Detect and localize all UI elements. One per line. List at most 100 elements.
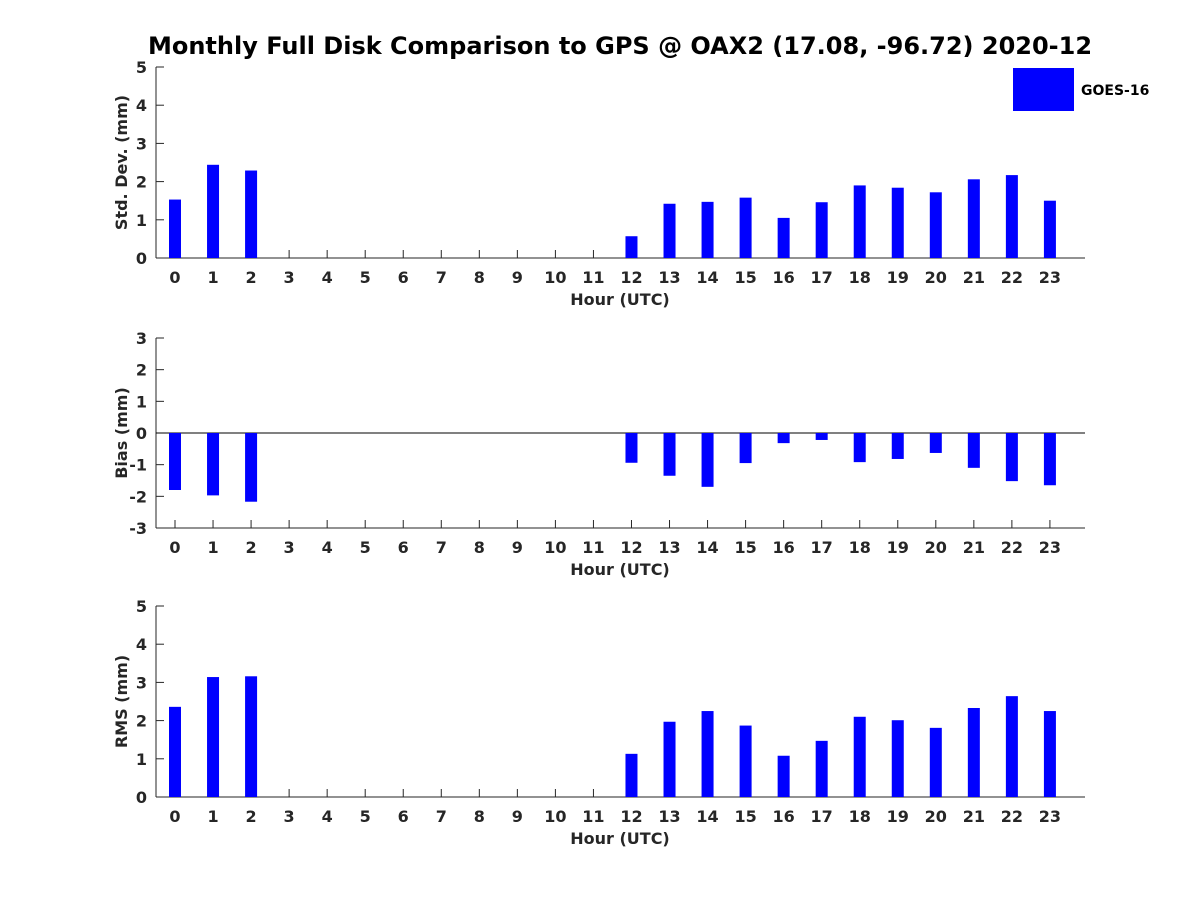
bar-hour-17 [815, 433, 828, 440]
x-tick-label: 22 [1001, 807, 1023, 826]
x-tick-label: 6 [398, 538, 409, 557]
y-tick-label: 0 [136, 788, 147, 807]
x-tick-label: 19 [887, 268, 909, 287]
bar-hour-23 [1043, 433, 1056, 486]
x-tick-label: 2 [246, 538, 257, 557]
bar-hour-2 [245, 433, 258, 502]
x-tick-label: 5 [360, 268, 371, 287]
bar-hour-14 [701, 433, 714, 487]
y-tick-label: 5 [136, 597, 147, 616]
y-tick-label: 3 [136, 329, 147, 348]
x-tick-label: 16 [773, 538, 795, 557]
bar-hour-0 [169, 706, 181, 797]
bar-hour-13 [663, 721, 676, 797]
bar-hour-19 [891, 720, 904, 797]
y-tick-label: 3 [136, 134, 147, 153]
x-tick-label: 12 [620, 538, 642, 557]
x-tick-label: 21 [963, 268, 985, 287]
x-tick-label: 7 [436, 538, 447, 557]
x-tick-label: 3 [284, 538, 295, 557]
x-tick-label: 11 [582, 807, 604, 826]
bar-hour-21 [967, 433, 980, 468]
x-tick-label: 9 [512, 268, 523, 287]
legend-swatch [1013, 68, 1074, 111]
x-tick-label: 0 [169, 807, 180, 826]
x-tick-label: 12 [620, 268, 642, 287]
bar-hour-23 [1043, 200, 1056, 258]
x-tick-label: 10 [544, 268, 566, 287]
x-tick-label: 14 [696, 268, 718, 287]
x-axis-label: Hour (UTC) [570, 560, 670, 579]
x-tick-label: 9 [512, 538, 523, 557]
bar-hour-22 [1005, 433, 1018, 482]
y-tick-label: 4 [136, 96, 147, 115]
y-tick-label: -2 [129, 487, 147, 506]
x-tick-label: 8 [474, 538, 485, 557]
x-tick-label: 22 [1001, 538, 1023, 557]
x-tick-label: 3 [284, 268, 295, 287]
x-tick-label: 14 [696, 538, 718, 557]
bar-hour-13 [663, 203, 676, 258]
bar-hour-21 [967, 179, 980, 258]
x-tick-label: 13 [658, 807, 680, 826]
x-tick-label: 19 [887, 807, 909, 826]
bar-hour-1 [207, 677, 220, 797]
bar-hour-19 [891, 433, 904, 459]
x-tick-label: 12 [620, 807, 642, 826]
bar-hour-13 [663, 433, 676, 476]
y-tick-label: 1 [136, 750, 147, 769]
y-tick-label: -1 [129, 456, 147, 475]
bar-hour-20 [929, 433, 942, 453]
y-tick-label: 1 [136, 392, 147, 411]
x-tick-label: 16 [773, 268, 795, 287]
bar-hour-2 [245, 676, 258, 797]
x-tick-label: 15 [734, 538, 756, 557]
x-tick-label: 5 [360, 807, 371, 826]
x-tick-label: 7 [436, 807, 447, 826]
x-tick-label: 21 [963, 807, 985, 826]
bar-hour-22 [1005, 175, 1018, 258]
bar-hour-0 [169, 433, 181, 490]
x-tick-label: 4 [322, 268, 333, 287]
bar-hour-2 [245, 170, 258, 258]
x-tick-label: 7 [436, 268, 447, 287]
bar-hour-20 [929, 727, 942, 797]
x-tick-label: 8 [474, 807, 485, 826]
bar-hour-12 [625, 753, 638, 797]
y-tick-label: 5 [136, 58, 147, 77]
y-axis-label: Std. Dev. (mm) [112, 95, 131, 230]
y-tick-label: 0 [136, 249, 147, 268]
x-tick-label: 22 [1001, 268, 1023, 287]
x-tick-label: 1 [207, 538, 218, 557]
bar-hour-16 [777, 433, 790, 444]
y-tick-label: 4 [136, 635, 147, 654]
x-tick-label: 20 [925, 538, 947, 557]
x-tick-label: 0 [169, 538, 180, 557]
y-tick-label: 1 [136, 211, 147, 230]
y-axis-label: Bias (mm) [112, 387, 131, 479]
bar-hour-1 [207, 164, 220, 258]
x-tick-label: 17 [811, 807, 833, 826]
x-tick-label: 3 [284, 807, 295, 826]
x-tick-label: 18 [849, 268, 871, 287]
bar-hour-22 [1005, 696, 1018, 797]
x-tick-label: 0 [169, 268, 180, 287]
bar-hour-18 [853, 716, 866, 797]
x-tick-label: 4 [322, 807, 333, 826]
x-tick-label: 2 [246, 268, 257, 287]
x-tick-label: 4 [322, 538, 333, 557]
y-tick-label: 0 [136, 424, 147, 443]
legend-label: GOES-16 [1081, 83, 1149, 99]
x-tick-label: 11 [582, 268, 604, 287]
x-axis-label: Hour (UTC) [570, 290, 670, 309]
bar-hour-19 [891, 187, 904, 258]
bar-hour-12 [625, 433, 638, 463]
legend: GOES-16 [1013, 68, 1149, 111]
x-tick-label: 18 [849, 807, 871, 826]
y-axis-label: RMS (mm) [112, 655, 131, 748]
x-tick-label: 15 [734, 807, 756, 826]
